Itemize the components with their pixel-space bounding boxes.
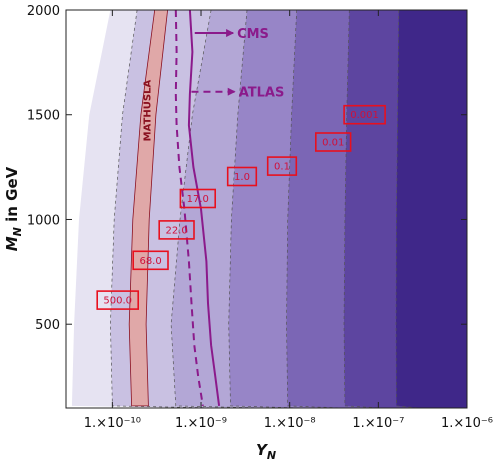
x-tick-label: 1.×10⁻¹⁰: [84, 416, 141, 431]
x-axis-title: YN: [256, 441, 276, 462]
annotation-label: 22.0: [165, 225, 187, 236]
annotation-label: 0.001: [350, 110, 379, 121]
legend: CMS ATLAS: [191, 27, 284, 101]
annotation-box: [96, 290, 139, 310]
legend-cms-label: CMS: [237, 27, 269, 42]
annotations: 500.0 68.0 22.0 17.0 1.0 0.1 0.01 0.001: [96, 104, 386, 310]
annotation-box: [226, 166, 258, 187]
plot-frame: [65, 9, 468, 409]
annotation-label: 0.1: [274, 162, 290, 173]
mathusla-label: MATHUSLA: [142, 80, 153, 142]
annotation-box: [158, 220, 195, 240]
annotation-label: 0.01: [322, 138, 344, 149]
series-lines: [174, 10, 221, 407]
annotation-label: 500.0: [103, 296, 132, 307]
x-tick-label: 1.×10⁻⁹: [175, 416, 227, 431]
plot-area: MATHUSLA: [71, 10, 467, 408]
exclusion-regions: [71, 10, 467, 408]
series-cms-line: [187, 10, 221, 407]
y-tick-label: 1500: [27, 109, 60, 124]
annotation-box: [266, 156, 298, 176]
annotation-label: 68.0: [139, 256, 161, 267]
annotation-box: [132, 250, 169, 271]
x-tick-label: 1.×10⁻⁸: [264, 416, 316, 431]
y-tick-label: 1000: [27, 213, 60, 228]
x-tick-label: 1.×10⁻⁷: [352, 416, 404, 431]
region-7: [395, 10, 467, 408]
y-tick-label: 500: [35, 318, 60, 333]
annotation-box: [179, 188, 216, 209]
annotation-box: [343, 104, 386, 125]
y-tick-label: 2000: [27, 4, 60, 19]
annotation-box: [314, 132, 352, 152]
axes: 1.×10⁻¹⁰ 1.×10⁻⁹ 1.×10⁻⁸ 1.×10⁻⁷ 1.×10⁻⁶ 500 1…: [27, 4, 493, 431]
annotation-label: 1.0: [234, 172, 250, 183]
legend-atlas-label: ATLAS: [239, 86, 285, 101]
y-axis-title: MN in GeV: [3, 166, 24, 251]
annotation-label: 17.0: [187, 194, 209, 205]
x-tick-label: 1.×10⁻⁶: [441, 416, 493, 431]
